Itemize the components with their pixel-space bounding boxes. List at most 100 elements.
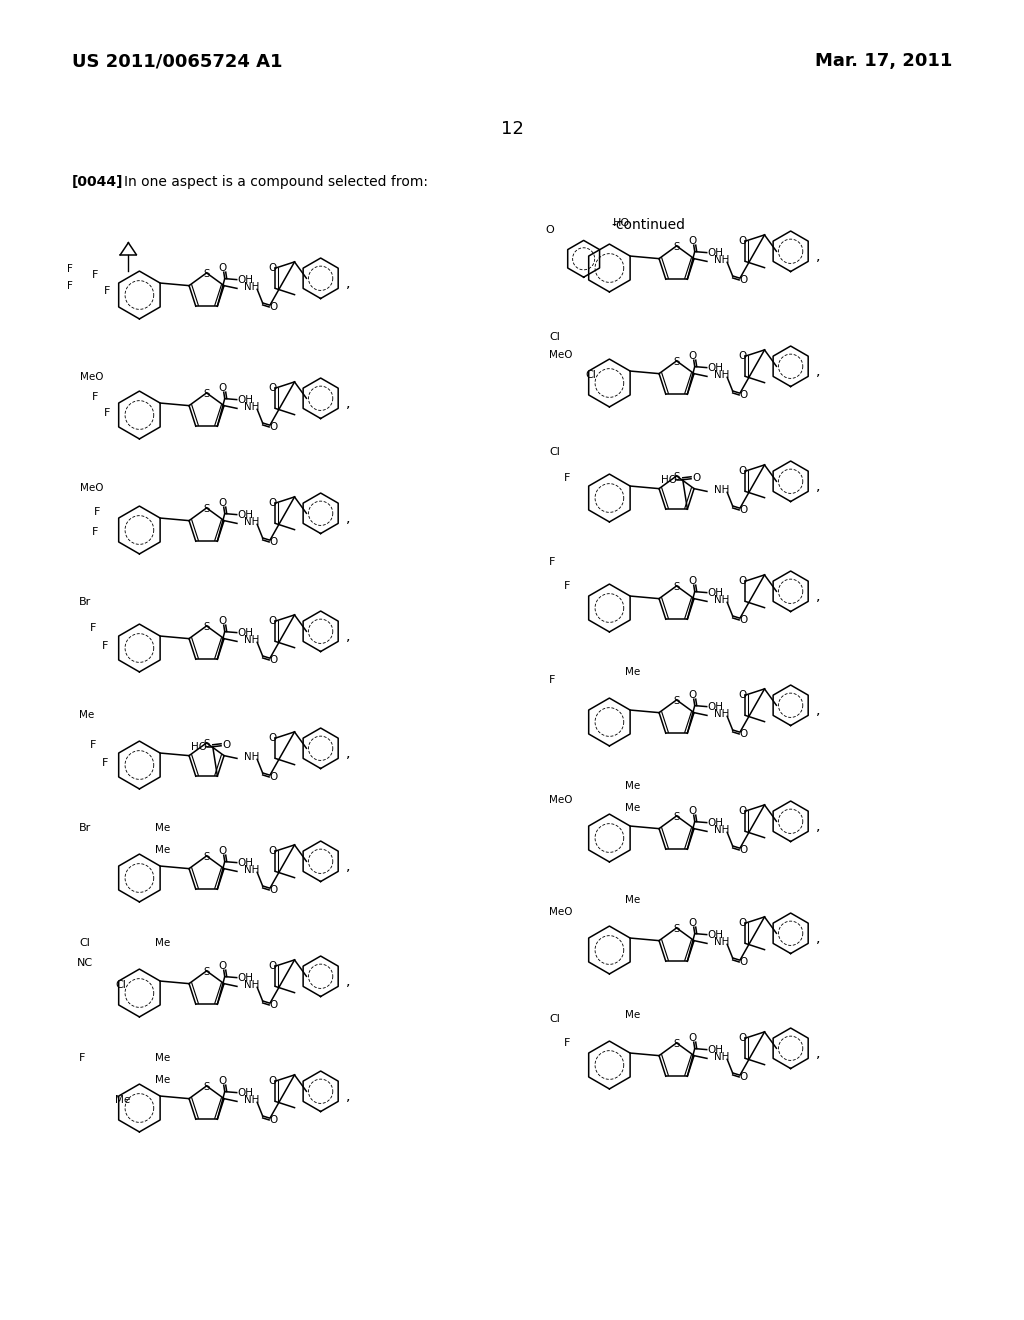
Text: O: O: [218, 846, 227, 855]
Text: O: O: [269, 302, 278, 312]
Text: NH: NH: [715, 595, 730, 606]
Text: Cl: Cl: [549, 1014, 560, 1024]
Text: NC: NC: [77, 958, 93, 968]
Text: Me: Me: [115, 1096, 130, 1105]
Text: OH: OH: [237, 275, 253, 285]
Text: O: O: [738, 919, 746, 928]
Text: F: F: [68, 281, 74, 290]
Text: NH: NH: [245, 635, 260, 645]
Text: ,: ,: [816, 818, 821, 833]
Text: ,: ,: [346, 1089, 351, 1104]
Text: O: O: [269, 1001, 278, 1010]
Text: S: S: [204, 968, 210, 977]
Text: In one aspect is a compound selected from:: In one aspect is a compound selected fro…: [124, 176, 428, 189]
Text: F: F: [79, 1053, 85, 1063]
Text: O: O: [738, 1034, 746, 1043]
Text: -continued: -continued: [611, 218, 685, 232]
Text: O: O: [268, 846, 276, 857]
Text: ,: ,: [816, 364, 821, 378]
Text: F: F: [564, 1038, 570, 1048]
Text: MeO: MeO: [549, 350, 572, 360]
Text: O: O: [738, 807, 746, 816]
Text: O: O: [738, 690, 746, 700]
Text: O: O: [268, 1076, 276, 1086]
Text: 12: 12: [501, 120, 523, 139]
Text: S: S: [204, 623, 210, 632]
Text: O: O: [268, 733, 276, 743]
Text: OH: OH: [707, 587, 723, 598]
Text: Me: Me: [625, 895, 640, 906]
Text: [0044]: [0044]: [72, 176, 124, 189]
Text: Me: Me: [625, 781, 640, 791]
Text: O: O: [546, 224, 554, 235]
Text: F: F: [101, 642, 109, 651]
Text: O: O: [688, 235, 697, 246]
Text: NH: NH: [245, 282, 260, 293]
Text: OH: OH: [707, 363, 723, 372]
Text: HO: HO: [660, 475, 677, 484]
Text: Cl: Cl: [79, 939, 90, 948]
Text: Mar. 17, 2011: Mar. 17, 2011: [815, 51, 952, 70]
Text: O: O: [222, 739, 230, 750]
Text: OH: OH: [237, 395, 253, 405]
Text: S: S: [674, 473, 680, 482]
Text: OH: OH: [237, 627, 253, 638]
Text: ,: ,: [816, 479, 821, 492]
Text: Me: Me: [155, 1053, 170, 1063]
Text: MeO: MeO: [80, 483, 103, 492]
Text: NH: NH: [245, 981, 260, 990]
Text: NH: NH: [715, 825, 730, 836]
Text: O: O: [218, 961, 227, 970]
Text: Br: Br: [79, 822, 91, 833]
Text: HO: HO: [190, 742, 207, 752]
Text: ,: ,: [346, 276, 351, 290]
Text: NH: NH: [715, 709, 730, 719]
Text: F: F: [549, 557, 555, 568]
Text: NH: NH: [715, 1052, 730, 1063]
Text: S: S: [674, 358, 680, 367]
Text: ,: ,: [346, 511, 351, 525]
Text: S: S: [204, 853, 210, 862]
Text: OH: OH: [237, 510, 253, 520]
Text: MeO: MeO: [80, 372, 103, 381]
Text: O: O: [738, 351, 746, 362]
Text: S: S: [674, 243, 680, 252]
Text: F: F: [68, 264, 74, 275]
Text: OH: OH: [707, 1044, 723, 1055]
Text: O: O: [218, 1076, 227, 1085]
Text: O: O: [269, 422, 278, 432]
Text: Me: Me: [155, 822, 170, 833]
Text: Me: Me: [155, 1074, 170, 1085]
Text: O: O: [218, 263, 227, 272]
Text: Me: Me: [625, 803, 640, 813]
Text: S: S: [204, 389, 210, 400]
Text: S: S: [674, 697, 680, 706]
Text: NH: NH: [245, 403, 260, 412]
Text: OH: OH: [707, 248, 723, 257]
Text: Me: Me: [625, 667, 640, 677]
Text: O: O: [269, 655, 278, 665]
Text: OH: OH: [707, 702, 723, 711]
Text: Me: Me: [625, 1010, 640, 1020]
Text: O: O: [269, 1115, 278, 1125]
Text: ,: ,: [816, 589, 821, 603]
Text: O: O: [268, 383, 276, 393]
Text: ,: ,: [346, 746, 351, 760]
Text: O: O: [269, 884, 278, 895]
Text: O: O: [739, 845, 748, 855]
Text: O: O: [218, 383, 227, 392]
Text: MeO: MeO: [549, 795, 572, 805]
Text: S: S: [204, 1082, 210, 1093]
Text: O: O: [739, 957, 748, 968]
Text: NH: NH: [245, 517, 260, 528]
Text: NH: NH: [245, 1096, 260, 1105]
Text: Br: Br: [79, 597, 91, 607]
Text: ,: ,: [346, 859, 351, 873]
Text: Cl: Cl: [549, 447, 560, 457]
Text: F: F: [101, 758, 109, 768]
Text: S: S: [204, 504, 210, 515]
Text: NH: NH: [245, 866, 260, 875]
Text: O: O: [688, 1032, 697, 1043]
Text: S: S: [674, 582, 680, 593]
Text: O: O: [739, 275, 748, 285]
